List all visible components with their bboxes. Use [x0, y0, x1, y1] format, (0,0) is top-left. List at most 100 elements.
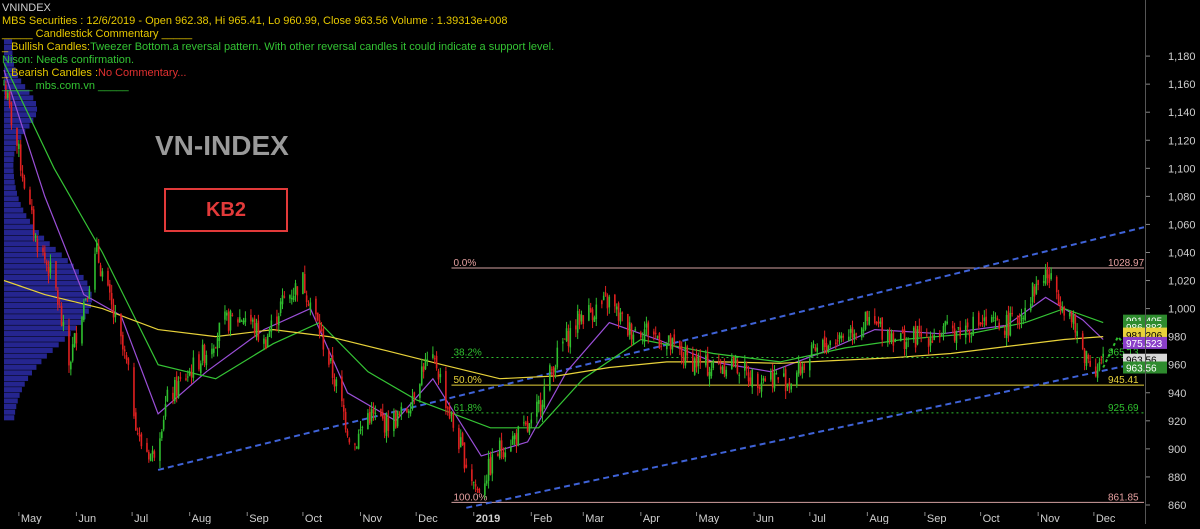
- candle-body: [198, 354, 200, 370]
- candle-body: [203, 344, 206, 364]
- candle-body: [886, 330, 889, 343]
- candle-body: [569, 328, 572, 348]
- candle-body: [419, 384, 421, 398]
- candle-body: [244, 318, 247, 323]
- candle-body: [289, 295, 291, 299]
- candle-body: [253, 318, 256, 334]
- volume-profile-bar: [4, 196, 19, 202]
- candle-body: [721, 366, 724, 374]
- candle-body: [654, 332, 657, 334]
- candle-body: [346, 430, 349, 436]
- volume-profile-bar: [4, 403, 17, 410]
- candle-body: [834, 342, 837, 345]
- candle-body: [368, 411, 371, 424]
- candle-body: [398, 413, 401, 415]
- candle-body: [459, 437, 462, 448]
- candle-body: [615, 306, 618, 310]
- candle-body: [528, 423, 531, 433]
- candle-body: [627, 313, 629, 336]
- volume-profile-bar: [4, 213, 27, 219]
- candle-body: [57, 290, 59, 305]
- y-tick-label: 1,120: [1168, 135, 1196, 147]
- x-tick-label: Feb: [533, 513, 552, 524]
- candle-body: [1083, 349, 1086, 363]
- candle-body: [70, 361, 72, 370]
- candle-body: [892, 332, 895, 346]
- candle-body: [21, 173, 24, 178]
- candle-body: [172, 392, 174, 400]
- volume-profile-bar: [4, 173, 14, 180]
- candle-body: [120, 313, 122, 337]
- candle-body: [996, 317, 999, 320]
- candle-body: [775, 373, 778, 375]
- candle-body: [224, 311, 226, 320]
- candle-body: [396, 410, 399, 427]
- candle-body: [575, 325, 577, 330]
- candle-body: [75, 332, 78, 344]
- candle-body: [283, 296, 286, 298]
- candle-body: [556, 347, 559, 368]
- candle-body: [188, 371, 191, 376]
- candle-body: [693, 358, 696, 375]
- candle-body: [1050, 273, 1052, 280]
- candle-body: [151, 450, 154, 455]
- y-tick-label: 960: [1168, 360, 1186, 372]
- candle-body: [491, 454, 494, 474]
- fib-value-label: 1028.97: [1108, 258, 1145, 269]
- x-tick-label: Dec: [1096, 513, 1116, 524]
- candle-body: [31, 206, 33, 211]
- volume-profile-bar: [4, 319, 82, 325]
- kb2-badge: KB2: [164, 188, 288, 232]
- candle-body: [777, 377, 780, 380]
- volume-profile-bar: [4, 375, 29, 382]
- volume-profile-bar: [4, 364, 37, 370]
- volume-profile-bar: [4, 129, 26, 135]
- candle-body: [1072, 314, 1075, 324]
- candle-body: [901, 329, 904, 334]
- candle-body: [747, 372, 750, 382]
- fib-level-label: 0.0%: [453, 258, 476, 269]
- candle-body: [595, 304, 598, 320]
- candle-body: [264, 339, 267, 350]
- candle-body: [88, 289, 91, 299]
- candle-body: [588, 305, 590, 321]
- candle-body: [951, 325, 954, 329]
- candle-body: [838, 334, 841, 340]
- volume-profile-bar: [4, 336, 65, 342]
- candle-body: [71, 344, 74, 361]
- candle-body: [862, 329, 865, 332]
- candle-body: [8, 91, 11, 105]
- candle-body: [799, 362, 802, 375]
- candle-body: [601, 300, 603, 305]
- candle-body: [110, 292, 113, 305]
- candle-body: [825, 342, 828, 351]
- candle-body: [331, 355, 334, 378]
- candle-body: [790, 383, 793, 390]
- candle-body: [734, 356, 737, 363]
- candle-body: [257, 320, 260, 341]
- candle-body: [873, 316, 876, 324]
- candle-body: [266, 336, 269, 348]
- candle-body: [990, 317, 993, 323]
- candle-body: [515, 433, 518, 445]
- candle-body: [972, 316, 974, 336]
- candle-body: [133, 367, 135, 417]
- candle-body: [1098, 362, 1101, 371]
- bearish-text: No Commentary...: [98, 67, 187, 79]
- volume-profile-bar: [4, 308, 89, 314]
- candle-body: [19, 144, 22, 171]
- x-tick-label: Aug: [192, 513, 212, 524]
- symbol-label: VNINDEX: [2, 2, 51, 14]
- fib-value-label: 925.69: [1108, 403, 1139, 414]
- commentary-title: _____ Candlestick Commentary _____: [2, 28, 193, 40]
- x-tick-label: Oct: [983, 513, 1000, 524]
- volume-profile-bar: [4, 179, 15, 185]
- candle-body: [342, 405, 345, 412]
- candle-body: [42, 248, 44, 252]
- candle-body: [666, 343, 668, 350]
- candle-body: [931, 340, 934, 343]
- candle-body: [316, 312, 319, 321]
- y-tick-label: 1,040: [1168, 247, 1196, 259]
- candle-body: [177, 381, 180, 398]
- candle-body: [361, 426, 364, 428]
